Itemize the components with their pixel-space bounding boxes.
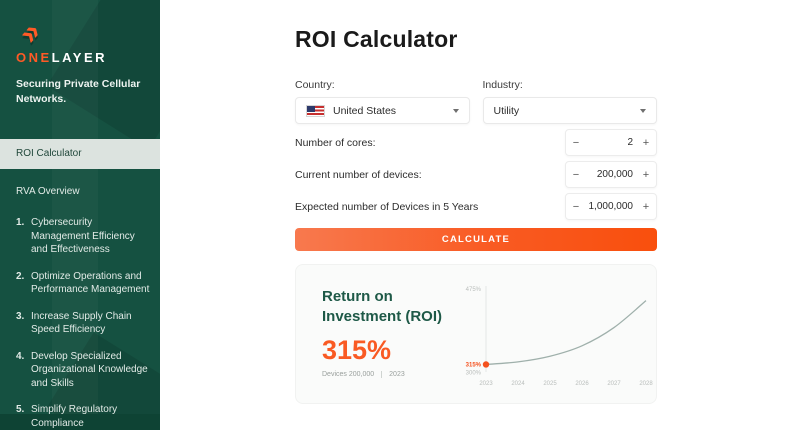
result-summary: Return on Investment (ROI) 315% Devices …: [322, 287, 454, 395]
brand-layer: LAYER: [51, 50, 108, 65]
roi-value: 315%: [322, 335, 392, 365]
brand-wordmark: ONELAYER: [16, 50, 144, 65]
cores-stepper: − 2 +: [565, 129, 657, 156]
plus-icon[interactable]: +: [642, 136, 650, 149]
country-field: Country: United States: [295, 79, 470, 124]
x-tick-label: 2024: [511, 381, 525, 387]
cores-row: Number of cores: − 2 +: [295, 129, 657, 156]
page-title: ROI Calculator: [295, 26, 458, 52]
chevron-down-icon: [640, 108, 646, 113]
x-tick-label: 2025: [543, 381, 557, 387]
country-select[interactable]: United States: [295, 97, 470, 124]
x-tick-label: 2023: [479, 381, 493, 387]
sidebar-item-cybersecurity-management[interactable]: 1. Cybersecurity Management Efficiency a…: [16, 217, 135, 255]
cores-label: Number of cores:: [295, 136, 376, 149]
minus-icon[interactable]: −: [572, 200, 580, 213]
main-panel: ROI Calculator Country: United States In…: [160, 0, 800, 430]
cores-value[interactable]: 2: [627, 137, 633, 148]
result-card: Return on Investment (ROI) 315% Devices …: [295, 264, 657, 404]
year-caption: 2023: [381, 371, 405, 378]
roi-start-marker: [482, 361, 490, 368]
sidebar-deco-shape: [0, 414, 160, 430]
country-value: United States: [333, 104, 397, 117]
y-tick-top: 475%: [466, 287, 482, 293]
x-tick-label: 2028: [639, 381, 653, 387]
sidebar-item-organizational-knowledge[interactable]: 4. Develop Specialized Organizational Kn…: [16, 350, 148, 389]
calculate-button[interactable]: CALCULATE: [295, 228, 657, 251]
country-label: Country:: [295, 79, 335, 91]
x-tick-label: 2026: [575, 381, 589, 387]
expected-devices-row: Expected number of Devices in 5 Years − …: [295, 193, 657, 220]
industry-field: Industry: Utility: [482, 79, 657, 124]
y-tick-bottom: 300%: [466, 370, 482, 376]
result-caption: Devices 200,000 2023: [322, 371, 454, 378]
brand-one: ONE: [16, 50, 52, 65]
plus-icon[interactable]: +: [642, 168, 650, 181]
y-tick-start: 315%: [466, 362, 482, 368]
x-tick-label: 2027: [607, 381, 621, 387]
current-devices-value[interactable]: 200,000: [596, 169, 633, 180]
brand-tagline: Securing Private Cellular Networks.: [16, 78, 141, 105]
sidebar-item-rva-overview[interactable]: RVA Overview: [16, 185, 80, 197]
expected-devices-label: Expected number of Devices in 5 Years: [295, 200, 479, 213]
calculator-form: ROI Calculator Country: United States In…: [295, 0, 657, 404]
plus-icon[interactable]: +: [642, 200, 650, 213]
onelayer-logo: » ONELAYER Securing Private Cellular Net…: [0, 0, 160, 106]
chevron-down-icon: [452, 108, 459, 113]
roi-heading: Return on Investment (ROI): [322, 288, 443, 325]
sidebar-item-roi-calculator[interactable]: ROI Calculator: [0, 139, 160, 169]
industry-value: Utility: [493, 104, 520, 117]
us-flag-icon: [306, 104, 325, 117]
current-devices-label: Current number of devices:: [295, 168, 422, 181]
devices-caption: Devices 200,000: [322, 371, 375, 378]
minus-icon[interactable]: −: [572, 168, 580, 181]
industry-label: Industry:: [482, 79, 523, 91]
minus-icon[interactable]: −: [572, 136, 580, 149]
industry-select[interactable]: Utility: [482, 97, 657, 124]
current-devices-row: Current number of devices: − 200,000 +: [295, 161, 657, 188]
roi-chart-container: 475% 315% 300% 2023 2024 2025 2026 2027 2028: [454, 279, 654, 395]
sidebar-item-supply-chain[interactable]: 3. Increase Supply Chain Speed Efficienc…: [16, 310, 132, 336]
expected-devices-stepper: − 1,000,000 +: [565, 193, 657, 220]
expected-devices-value[interactable]: 1,000,000: [588, 201, 634, 212]
sidebar: » ONELAYER Securing Private Cellular Net…: [0, 0, 160, 430]
select-row: Country: United States Industry: Utility: [295, 79, 657, 124]
roi-curve: [485, 300, 647, 366]
onelayer-arrows-icon: »: [12, 15, 48, 50]
sidebar-item-regulatory-compliance[interactable]: 5. Simplify Regulatory Compliance: [16, 404, 118, 429]
roi-line-chart: 475% 315% 300% 2023 2024 2025 2026 2027 2028: [466, 286, 653, 387]
current-devices-stepper: − 200,000 +: [565, 161, 657, 188]
sidebar-menu: ROI Calculator RVA Overview 1. Cybersecu…: [0, 139, 160, 430]
sidebar-item-optimize-operations[interactable]: 2. Optimize Operations and Performance M…: [16, 270, 150, 296]
